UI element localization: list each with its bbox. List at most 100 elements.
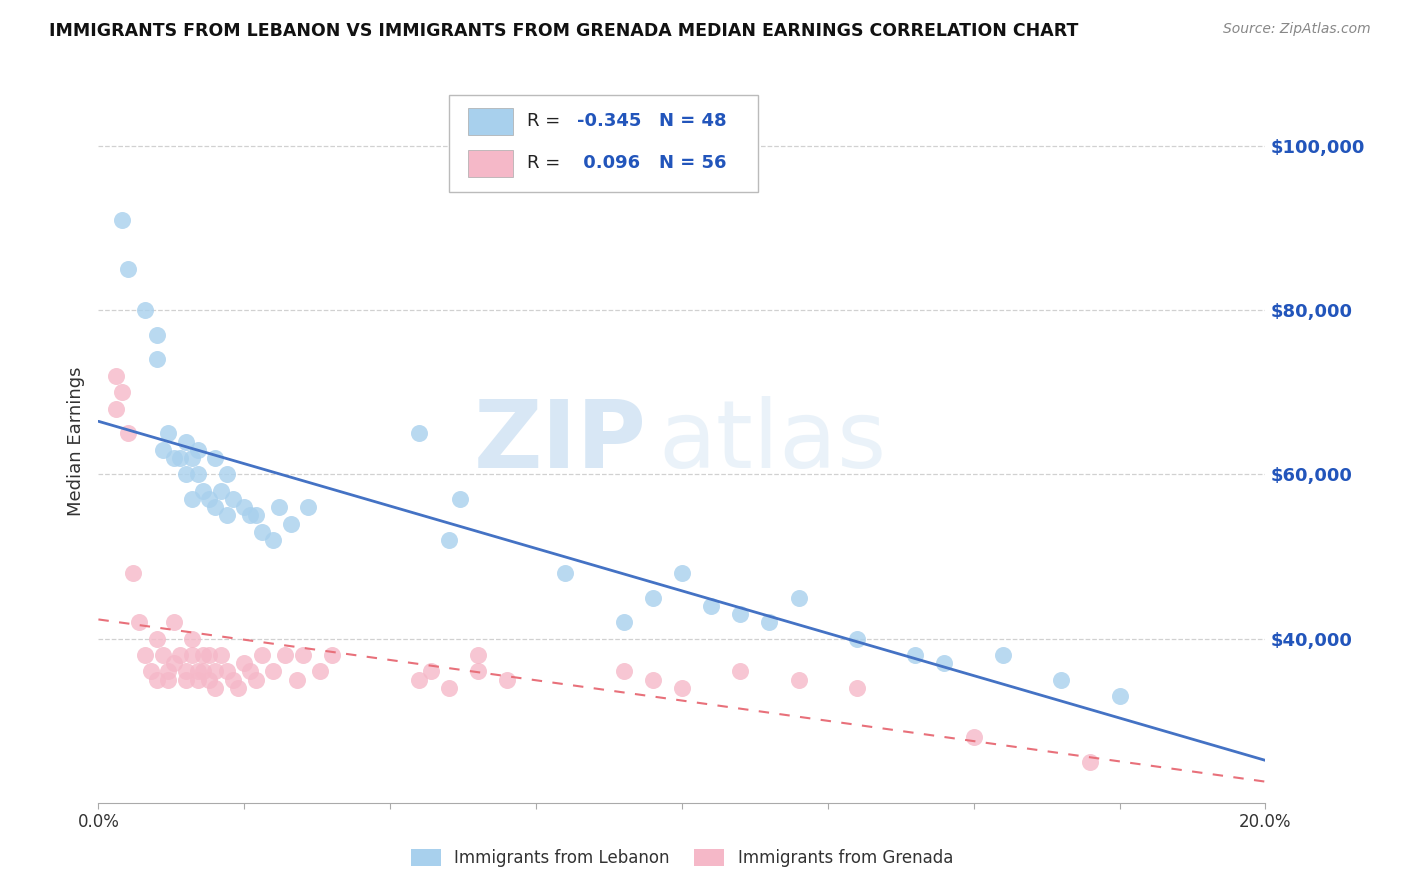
Point <box>180 632 202 646</box>
Point <box>641 591 664 605</box>
Point <box>215 508 238 523</box>
Point <box>250 524 273 539</box>
Text: 0.096: 0.096 <box>576 154 640 172</box>
Point <box>269 500 291 515</box>
Y-axis label: Median Earnings: Median Earnings <box>66 367 84 516</box>
FancyBboxPatch shape <box>449 95 758 193</box>
Point <box>157 673 180 687</box>
Point <box>209 648 232 662</box>
Point <box>174 673 197 687</box>
Point <box>262 665 284 679</box>
Point <box>146 327 169 342</box>
Point <box>262 533 284 547</box>
Point <box>245 508 267 523</box>
Point <box>215 467 238 482</box>
Point <box>297 500 319 515</box>
Point <box>612 615 634 630</box>
Point <box>962 730 984 744</box>
Point <box>274 648 297 662</box>
Text: R =: R = <box>527 154 565 172</box>
Point <box>245 673 267 687</box>
Point <box>146 632 169 646</box>
Point <box>758 615 780 630</box>
Point <box>467 665 489 679</box>
Point <box>671 681 693 695</box>
Point <box>730 665 752 679</box>
Point <box>934 657 956 671</box>
Point <box>285 673 308 687</box>
Point <box>180 450 202 465</box>
Point <box>204 681 226 695</box>
Point <box>612 665 634 679</box>
Point <box>250 648 273 662</box>
Point <box>437 681 460 695</box>
Point <box>187 665 209 679</box>
Point <box>239 508 262 523</box>
Point <box>163 615 186 630</box>
Point <box>198 673 221 687</box>
Text: IMMIGRANTS FROM LEBANON VS IMMIGRANTS FROM GRENADA MEDIAN EARNINGS CORRELATION C: IMMIGRANTS FROM LEBANON VS IMMIGRANTS FR… <box>49 22 1078 40</box>
Point <box>209 483 232 498</box>
Text: N = 56: N = 56 <box>658 154 725 172</box>
Point <box>228 681 250 695</box>
Text: N = 48: N = 48 <box>658 112 725 130</box>
Point <box>239 665 262 679</box>
Point <box>991 648 1014 662</box>
Point <box>204 500 226 515</box>
Point <box>408 673 430 687</box>
Point <box>174 665 197 679</box>
Point <box>157 426 180 441</box>
Point <box>111 385 134 400</box>
Point <box>437 533 460 547</box>
Point <box>163 450 186 465</box>
Text: Source: ZipAtlas.com: Source: ZipAtlas.com <box>1223 22 1371 37</box>
Point <box>134 648 156 662</box>
Point <box>309 665 332 679</box>
Point <box>215 665 238 679</box>
Point <box>467 648 489 662</box>
Point <box>163 657 186 671</box>
Point <box>496 673 519 687</box>
Bar <box>468 108 513 136</box>
Text: -0.345: -0.345 <box>576 112 641 130</box>
Point <box>187 467 209 482</box>
Point <box>221 673 243 687</box>
Point <box>846 681 869 695</box>
Point <box>198 491 221 506</box>
Text: ZIP: ZIP <box>474 395 647 488</box>
Point <box>174 434 197 449</box>
Point <box>134 303 156 318</box>
Point <box>449 491 471 506</box>
Point <box>787 673 810 687</box>
Point <box>321 648 343 662</box>
Point <box>193 648 215 662</box>
Point <box>152 648 174 662</box>
Point <box>846 632 869 646</box>
Point <box>198 648 221 662</box>
Point <box>128 615 150 630</box>
Point <box>139 665 162 679</box>
Point <box>233 657 256 671</box>
Point <box>146 673 169 687</box>
Point <box>730 607 752 621</box>
Point <box>671 566 693 580</box>
Point <box>122 566 145 580</box>
Point <box>1050 673 1073 687</box>
Point <box>169 450 191 465</box>
Point <box>117 262 139 277</box>
Point <box>700 599 723 613</box>
Point <box>111 212 134 227</box>
Point <box>204 665 226 679</box>
Bar <box>468 150 513 178</box>
Point <box>280 516 302 531</box>
Point <box>187 673 209 687</box>
Point <box>641 673 664 687</box>
Point <box>187 442 209 457</box>
Point <box>1108 689 1130 703</box>
Point <box>193 483 215 498</box>
Point <box>193 665 215 679</box>
Point <box>291 648 314 662</box>
Point <box>157 665 180 679</box>
Point <box>174 467 197 482</box>
Point <box>146 352 169 367</box>
